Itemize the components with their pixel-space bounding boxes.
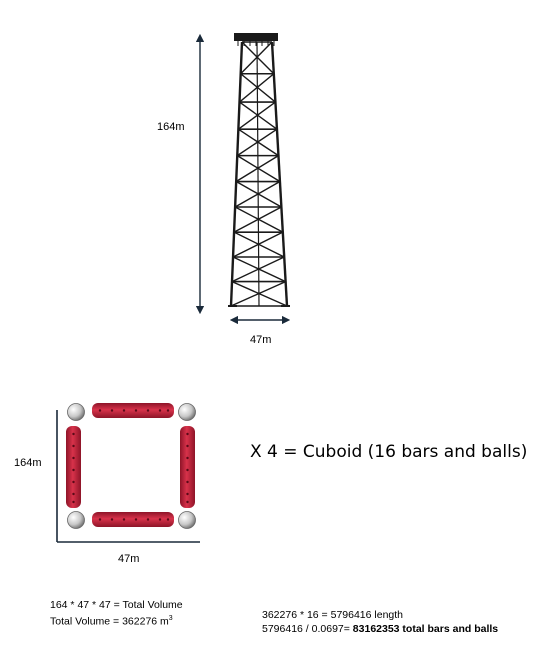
bar-rivet	[72, 492, 75, 496]
tower-width-label: 47m	[250, 334, 272, 346]
bar-left	[66, 426, 81, 508]
calc-right-line2-bold: 83162353 total bars and balls	[352, 623, 499, 635]
calc-left-line2: Total Volume = 362276 m3	[50, 612, 183, 629]
tower-member	[237, 128, 279, 157]
bar-rivet	[158, 518, 162, 521]
tower-top-cap	[234, 33, 278, 41]
bar-rivet	[186, 492, 189, 496]
tower-member	[232, 231, 284, 258]
tower-member	[236, 128, 278, 157]
bar-rivet	[146, 409, 150, 412]
bar-rivet	[98, 409, 102, 412]
bar-rivet	[72, 444, 75, 448]
tower-member	[230, 280, 286, 307]
calc-left-line2-text: Total Volume = 362276 m	[50, 615, 169, 628]
tower-member	[233, 206, 282, 233]
tower-member	[240, 41, 273, 75]
tower-member	[241, 41, 275, 75]
tower-member	[270, 41, 289, 307]
ball-top-left	[67, 403, 85, 421]
tower-height-label: 164m	[157, 121, 185, 133]
square-height-label: 164m	[14, 457, 42, 469]
calc-right: 362276 * 16 = 5796416 length 5796416 / 0…	[262, 608, 498, 636]
calc-right-line2-text: 5796416 / 0.0697=	[262, 623, 353, 635]
bar-rivet	[122, 518, 126, 521]
bar-rivet	[72, 456, 75, 460]
calc-left: 164 * 47 * 47 = Total Volume Total Volum…	[50, 598, 183, 629]
bar-rivet	[186, 480, 189, 484]
calc-left-line2-sup: 3	[168, 615, 173, 622]
bar-rivet	[72, 432, 75, 436]
bar-rivet	[110, 518, 114, 521]
ball-top-right	[178, 403, 196, 421]
bar-rivet	[110, 409, 114, 412]
tower-member	[234, 180, 281, 208]
bar-rivet	[166, 409, 170, 412]
bar-rivet	[166, 518, 170, 521]
bar-rivet	[134, 518, 138, 521]
ball-bottom-right	[178, 511, 196, 529]
tower-member	[256, 41, 260, 307]
bar-rivet	[186, 432, 189, 436]
tower-member	[235, 155, 279, 183]
calc-right-line1: 362276 * 16 = 5796416 length	[262, 609, 404, 621]
bar-rivet	[134, 409, 138, 412]
calc-right-line2: 5796416 / 0.0697= 83162353 total bars an…	[262, 622, 498, 636]
bar-rivet	[186, 468, 189, 472]
tower-member	[239, 101, 278, 130]
bar-rivet	[98, 518, 102, 521]
tower-member	[240, 73, 276, 103]
bar-rivet	[186, 444, 189, 448]
bar-rivet	[146, 518, 150, 521]
multiplier-text: X 4 = Cuboid (16 bars and balls)	[250, 442, 528, 462]
calc-left-line1: 164 * 47 * 47 = Total Volume	[50, 599, 183, 611]
bar-top	[92, 403, 174, 418]
tower-lattice	[228, 33, 290, 307]
square-width-label: 47m	[118, 553, 140, 565]
tower-member	[237, 101, 276, 130]
bar-rivet	[72, 468, 75, 472]
bar-rivet	[186, 500, 189, 504]
ball-bottom-left	[67, 511, 85, 529]
bar-rivet	[158, 409, 162, 412]
tower-member	[229, 41, 244, 307]
bar-bottom	[92, 512, 174, 527]
tower-member	[231, 256, 285, 283]
tower-member	[239, 73, 275, 103]
bar-rivet	[72, 500, 75, 504]
bar-rivet	[72, 480, 75, 484]
bar-rivet	[122, 409, 126, 412]
bar-rivet	[186, 456, 189, 460]
bar-right	[180, 426, 195, 508]
